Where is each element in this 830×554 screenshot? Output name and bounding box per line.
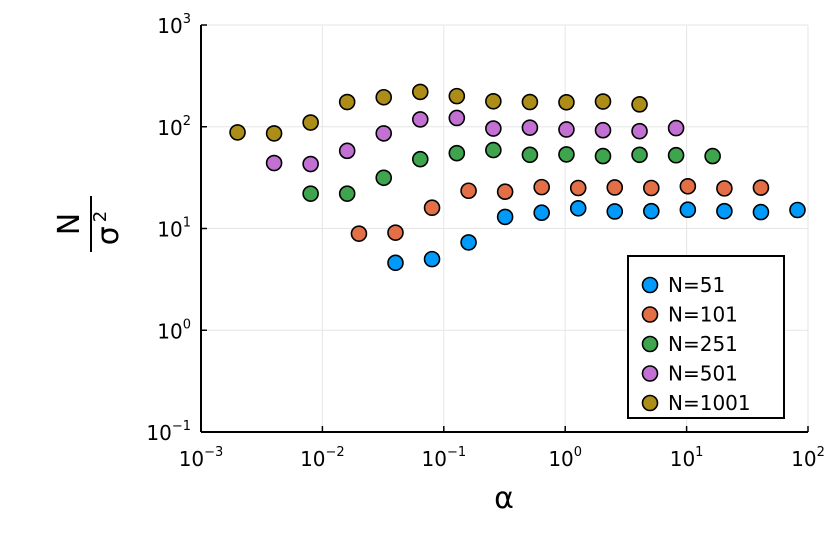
data-point: [716, 202, 733, 220]
data-point: [521, 119, 539, 136]
axes: [200, 24, 809, 433]
data-point: [375, 169, 393, 187]
x-tick-label: 10−3: [179, 445, 224, 471]
data-point: [302, 114, 319, 131]
data-point: [631, 146, 648, 164]
legend-marker: [641, 394, 659, 412]
data-point: [606, 203, 624, 220]
data-point: [521, 146, 539, 164]
data-point: [387, 224, 404, 241]
data-point: [533, 204, 550, 221]
data-point: [485, 141, 502, 159]
data-point: [558, 121, 575, 138]
data-point: [338, 142, 356, 160]
data-point: [375, 125, 393, 142]
data-point: [716, 180, 733, 197]
data-point: [643, 179, 660, 197]
y-axis-title-numerator: σ2: [90, 211, 126, 245]
data-point: [752, 179, 770, 196]
data-point: [752, 203, 770, 221]
y-axis-title-denominator: N: [52, 213, 87, 235]
data-point: [460, 182, 477, 200]
data-point: [643, 202, 660, 220]
data-point: [302, 185, 319, 202]
y-tick-labels: 10−1 100 101 102 103: [146, 12, 191, 445]
data-point: [667, 119, 685, 137]
legend-entry-label: N=501: [668, 362, 738, 386]
data-point: [558, 93, 575, 111]
legend-entry-label: N=51: [668, 273, 725, 297]
data-point: [387, 254, 404, 272]
data-point: [631, 122, 648, 140]
data-point: [265, 154, 283, 172]
legend: N=51 N=101 N=251 N=501 N=1001: [627, 255, 785, 419]
data-point: [448, 144, 466, 162]
data-point: [606, 179, 624, 196]
y-tick-label: 100: [157, 317, 191, 343]
data-point: [521, 93, 539, 111]
series-n-101: [350, 177, 770, 242]
data-point: [448, 109, 466, 127]
data-point: [423, 199, 441, 217]
y-axis-title: σ2 N: [52, 196, 126, 252]
data-point: [448, 87, 466, 105]
legend-marker: [641, 335, 659, 353]
data-point: [338, 93, 356, 111]
x-tick-labels: 10−3 10−2 10−1 100 101 102: [179, 445, 825, 471]
data-point: [533, 178, 550, 196]
y-tick-label: 101: [157, 216, 191, 242]
legend-entry-label: N=1001: [668, 391, 751, 415]
data-point: [375, 88, 393, 106]
series-n-1001: [229, 83, 648, 142]
y-tick-label: 10−1: [146, 419, 191, 445]
data-point: [679, 201, 697, 219]
data-point: [485, 120, 502, 137]
data-point: [594, 121, 612, 139]
data-point: [496, 183, 514, 200]
data-point: [411, 111, 429, 128]
series-n-251: [302, 141, 721, 202]
data-point: [679, 177, 697, 195]
data-point: [569, 179, 587, 197]
data-point: [350, 225, 368, 242]
legend-marker: [641, 306, 659, 323]
data-point: [229, 124, 246, 141]
series-n-501: [265, 109, 685, 173]
y-tick-label: 103: [157, 12, 191, 38]
data-point: [594, 147, 612, 165]
x-tick-label: 102: [791, 445, 825, 471]
legend-marker: [641, 365, 659, 382]
data-point: [558, 146, 575, 163]
data-point: [496, 208, 514, 226]
data-point: [423, 250, 441, 268]
data-point: [265, 125, 283, 142]
y-tick-label: 102: [157, 114, 191, 140]
data-point: [485, 92, 502, 110]
data-points: [229, 83, 806, 272]
data-point: [704, 147, 721, 165]
legend-entry-label: N=101: [668, 303, 738, 327]
data-point: [338, 185, 356, 202]
data-point: [789, 201, 806, 219]
data-point: [411, 83, 429, 101]
x-tick-label: 10−2: [300, 445, 345, 471]
data-point: [411, 150, 429, 168]
legend-marker: [641, 276, 659, 294]
legend-entry-label: N=251: [668, 332, 738, 356]
data-point: [631, 96, 648, 113]
data-point: [460, 234, 477, 251]
data-point: [594, 93, 612, 110]
series-n-51: [387, 199, 806, 272]
x-axis-title: α: [494, 481, 514, 516]
data-point: [569, 199, 587, 217]
data-point: [667, 146, 685, 164]
x-tick-label: 10−1: [421, 445, 466, 471]
x-tick-label: 101: [670, 445, 704, 471]
x-tick-label: 100: [548, 445, 582, 471]
data-point: [302, 155, 319, 173]
